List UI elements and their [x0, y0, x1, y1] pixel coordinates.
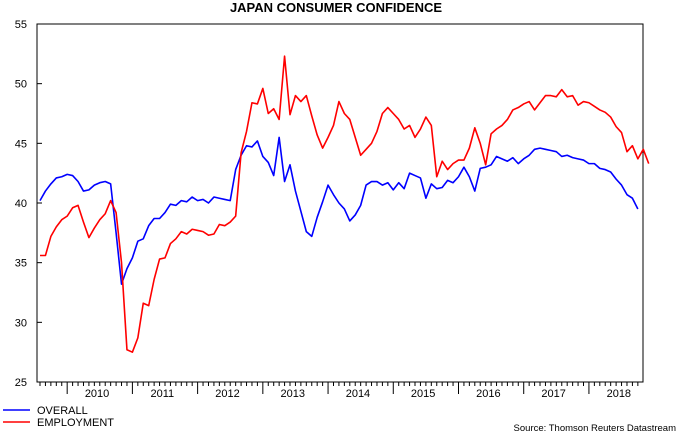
x-tick-label: 2016	[476, 388, 500, 400]
y-tick-label: 35	[15, 258, 27, 270]
y-tick-label: 50	[15, 79, 27, 91]
x-tick-label: 2012	[215, 388, 239, 400]
y-tick-label: 45	[15, 138, 27, 150]
axes: 25 30 35 40 45 50 55 2010 2011 2012 2013 2014 2015 20…	[15, 19, 639, 400]
legend-label-employment: EMPLOYMENT	[37, 417, 114, 429]
x-tick-label: 2017	[541, 388, 565, 400]
legend: OVERALL EMPLOYMENT	[3, 405, 114, 429]
x-tick-label: 2010	[85, 388, 109, 400]
series-line-employment	[40, 55, 650, 353]
series-layer	[39, 55, 650, 353]
x-tick-label: 2013	[280, 388, 304, 400]
x-tick-label: 2015	[411, 388, 435, 400]
x-tick-label: 2018	[607, 388, 631, 400]
y-tick-label: 40	[15, 198, 27, 210]
source-note: Source: Thomson Reuters Datastream	[514, 423, 677, 434]
y-tick-label: 55	[15, 19, 27, 31]
x-tick-label: 2014	[346, 388, 370, 400]
x-tick-label: 2011	[150, 388, 174, 400]
series-line-overall	[39, 136, 639, 285]
legend-label-overall: OVERALL	[37, 405, 88, 417]
y-tick-label: 30	[15, 317, 27, 329]
chart-title: JAPAN CONSUMER CONFIDENCE	[230, 0, 442, 15]
y-tick-label: 25	[15, 377, 27, 389]
